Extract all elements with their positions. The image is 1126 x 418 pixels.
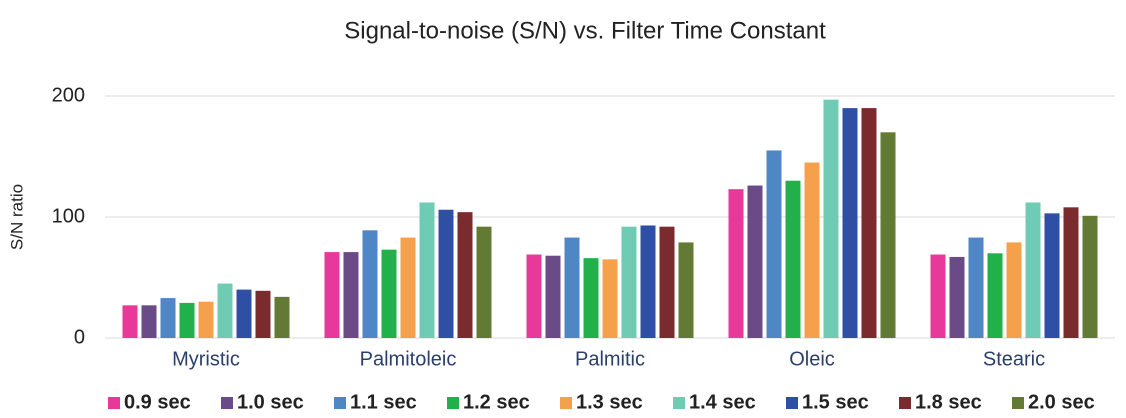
- bar: [438, 209, 454, 338]
- bar: [217, 283, 233, 338]
- bar: [968, 237, 984, 338]
- bar: [678, 242, 694, 338]
- bar: [747, 185, 763, 338]
- bar: [823, 99, 839, 338]
- bar: [766, 150, 782, 338]
- bar: [1063, 207, 1079, 338]
- bar: [457, 212, 473, 338]
- bar: [400, 237, 416, 338]
- bar: [141, 305, 157, 338]
- bar: [198, 301, 214, 338]
- bar: [880, 132, 896, 338]
- bar: [987, 253, 1003, 338]
- legend-label: 1.0 sec: [237, 391, 304, 413]
- bar: [640, 225, 656, 338]
- bar: [545, 255, 561, 338]
- y-tick-label: 0: [74, 326, 85, 348]
- bar: [343, 252, 359, 338]
- chart-title: Signal-to-noise (S/N) vs. Filter Time Co…: [344, 17, 826, 44]
- legend-swatch: [673, 397, 685, 409]
- legend-swatch: [221, 397, 233, 409]
- legend-swatch: [108, 397, 120, 409]
- legend-swatch: [899, 397, 911, 409]
- bar: [122, 305, 138, 338]
- bar: [526, 254, 542, 338]
- bar: [785, 180, 801, 338]
- y-tick-label: 200: [52, 84, 85, 106]
- legend-label: 0.9 sec: [124, 391, 191, 413]
- legend-label: 1.5 sec: [802, 391, 869, 413]
- bar: [236, 289, 252, 338]
- bar: [728, 189, 744, 338]
- x-tick-label: Palmitic: [575, 348, 645, 370]
- legend-label: 1.3 sec: [576, 391, 643, 413]
- legend-swatch: [1012, 397, 1024, 409]
- bar: [274, 296, 290, 338]
- bar: [1082, 215, 1098, 338]
- bar: [476, 226, 492, 338]
- bar: [930, 254, 946, 338]
- bar: [602, 259, 618, 338]
- bar: [160, 298, 176, 338]
- legend-swatch: [447, 397, 459, 409]
- bar: [362, 230, 378, 338]
- bar: [621, 226, 637, 338]
- legend-label: 2.0 sec: [1028, 391, 1095, 413]
- x-tick-label: Myristic: [172, 348, 240, 370]
- x-tick-label: Stearic: [983, 348, 1045, 370]
- bar: [255, 290, 271, 338]
- y-tick-label: 100: [52, 205, 85, 227]
- bar: [381, 249, 397, 338]
- bar: [324, 252, 340, 338]
- bar: [1044, 213, 1060, 338]
- legend-label: 1.2 sec: [463, 391, 530, 413]
- bar: [1006, 242, 1022, 338]
- bar: [1025, 202, 1041, 338]
- y-axis-label: S/N ratio: [7, 184, 26, 250]
- bar: [179, 302, 195, 338]
- bar: [842, 108, 858, 338]
- bar: [419, 202, 435, 338]
- legend-label: 1.4 sec: [689, 391, 756, 413]
- bar: [861, 108, 877, 338]
- legend-swatch: [786, 397, 798, 409]
- bar: [583, 258, 599, 338]
- legend-swatch: [334, 397, 346, 409]
- x-tick-label: Palmitoleic: [360, 348, 457, 370]
- x-tick-label: Oleic: [789, 348, 835, 370]
- bar: [659, 226, 675, 338]
- legend-label: 1.1 sec: [350, 391, 417, 413]
- bar: [949, 256, 965, 338]
- bar: [564, 237, 580, 338]
- legend-swatch: [560, 397, 572, 409]
- legend-label: 1.8 sec: [915, 391, 982, 413]
- bar: [804, 162, 820, 338]
